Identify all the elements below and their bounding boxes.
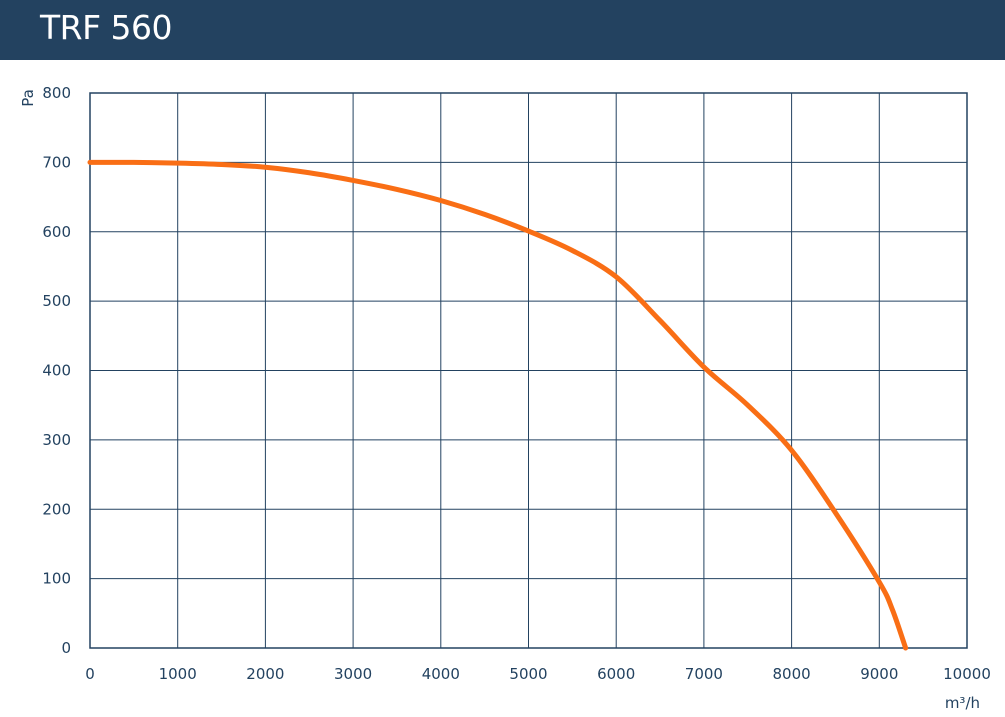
plot-frame	[89, 92, 968, 649]
x-tick-label: 6000	[597, 665, 635, 683]
y-axis-label: Pa	[19, 89, 37, 107]
y-tick-label: 0	[61, 639, 71, 657]
y-tick-label: 300	[42, 431, 71, 449]
x-tick-label: 0	[85, 665, 95, 683]
x-tick-label: 4000	[422, 665, 460, 683]
x-tick-label: 5000	[509, 665, 547, 683]
y-tick-label: 700	[42, 153, 71, 171]
x-tick-label: 2000	[246, 665, 284, 683]
x-tick-label: 8000	[773, 665, 811, 683]
x-axis-label: m³/h	[945, 694, 980, 712]
y-axis-ticks: 0 100 200 300 400 500 600 700 800	[42, 84, 71, 657]
y-tick-label: 500	[42, 292, 71, 310]
fan-curve-line	[87, 159, 909, 651]
y-tick-label: 100	[42, 570, 71, 588]
x-tick-label: 7000	[685, 665, 723, 683]
grid	[89, 92, 968, 649]
chart-title: TRF 560	[40, 8, 173, 47]
y-tick-label: 200	[42, 500, 71, 518]
x-tick-label: 9000	[860, 665, 898, 683]
curve-layer	[87, 159, 909, 651]
y-tick-label: 600	[42, 223, 71, 241]
x-tick-label: 10000	[943, 665, 991, 683]
x-tick-label: 1000	[159, 665, 197, 683]
y-tick-label: 400	[42, 362, 71, 380]
x-axis-ticks: 0 1000 2000 3000 4000 5000 6000 7000 8000 9000 100…	[85, 665, 991, 683]
y-tick-label: 800	[42, 84, 71, 102]
x-tick-label: 3000	[334, 665, 372, 683]
title-bar: TRF 560	[0, 0, 1005, 60]
